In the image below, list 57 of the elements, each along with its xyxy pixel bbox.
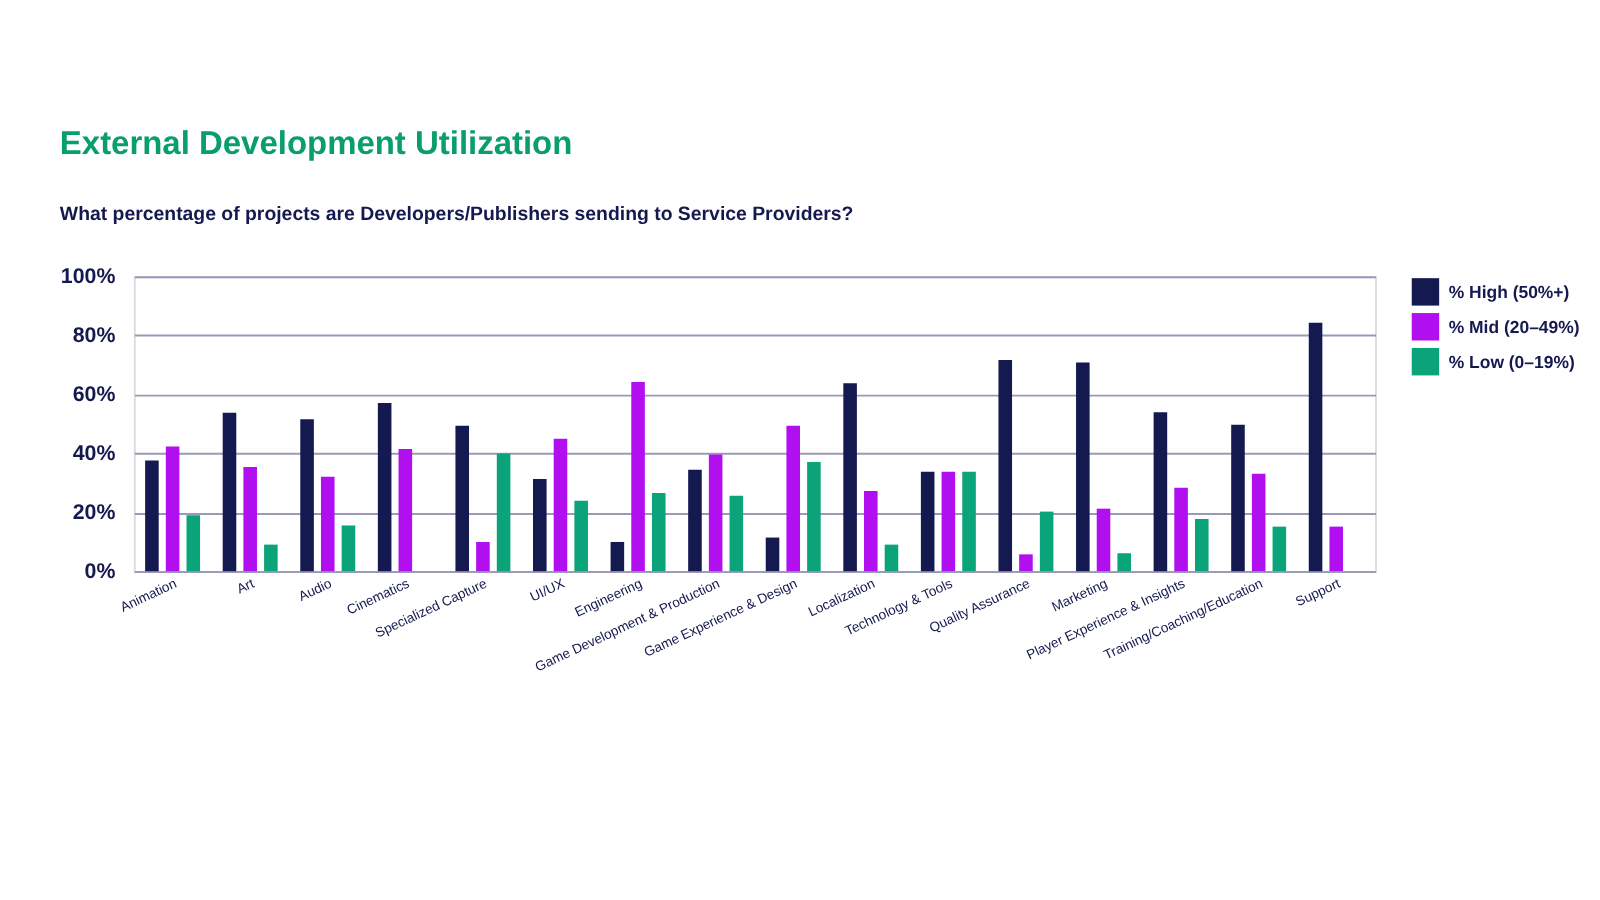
bar: [1251, 473, 1266, 572]
y-tick-label: 60%: [72, 383, 117, 408]
bar: [377, 403, 392, 572]
bar: [843, 383, 857, 572]
bar: [786, 425, 800, 572]
bar: [884, 544, 899, 572]
bar: [688, 469, 702, 572]
bar: [222, 412, 237, 572]
legend-label: % Mid (20–49%): [1448, 316, 1580, 337]
bar: [765, 537, 780, 572]
bar: [920, 471, 935, 572]
bar: [533, 478, 547, 572]
bar: [264, 544, 278, 572]
bar: [1308, 322, 1323, 572]
bar: [1194, 518, 1209, 572]
legend-label: % Low (0–19%): [1448, 351, 1575, 372]
bar: [398, 449, 413, 572]
legend-label: % High (50%+): [1448, 281, 1570, 302]
bar: [864, 490, 878, 572]
bar: [1076, 362, 1090, 572]
bar: [341, 525, 356, 572]
y-tick-label: 40%: [72, 442, 117, 467]
bar: [610, 541, 625, 572]
bar: [455, 425, 470, 572]
bar: [553, 438, 568, 572]
bar: [962, 471, 976, 572]
bar: [243, 467, 257, 572]
y-tick-label: 80%: [72, 324, 117, 349]
bar: [1096, 508, 1111, 572]
bar: [1329, 526, 1344, 572]
chart-subtitle: What percentage of projects are Developers/Publishers sending to Service Providers?: [59, 204, 854, 227]
bar: [708, 454, 723, 572]
bar: [651, 493, 666, 572]
chart-title: External Development Utilization: [59, 126, 573, 163]
bar: [1039, 511, 1054, 572]
bar: [1272, 526, 1287, 572]
bar: [631, 381, 645, 572]
y-tick-label: 0%: [84, 559, 117, 584]
bar: [574, 500, 588, 572]
y-tick-label: 100%: [60, 265, 117, 290]
bar: [186, 515, 201, 572]
bar: [145, 460, 159, 572]
bar: [1153, 412, 1168, 572]
y-tick-label: 20%: [72, 500, 117, 525]
bar: [941, 471, 956, 572]
bar: [807, 462, 821, 572]
bar: [476, 541, 490, 572]
bar: [1174, 487, 1188, 572]
bar: [998, 360, 1013, 572]
bar: [1231, 424, 1245, 572]
bar: [300, 419, 314, 572]
bar: [496, 453, 511, 572]
bar: [1019, 554, 1033, 572]
bar: [165, 446, 180, 572]
bar: [729, 495, 744, 572]
bar: [320, 476, 335, 572]
bar: [1117, 553, 1131, 572]
